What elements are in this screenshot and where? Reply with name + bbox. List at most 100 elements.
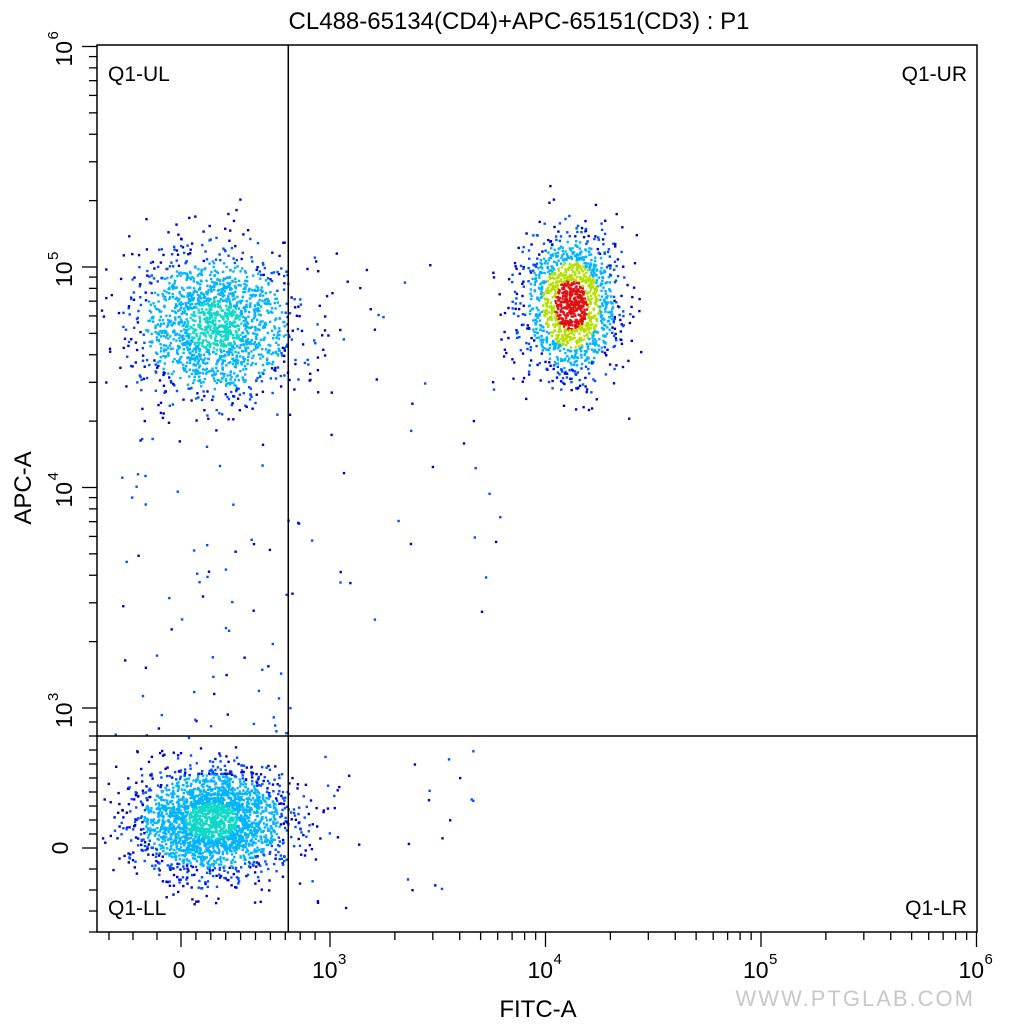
event-dot-245 — [177, 299, 180, 302]
event-dot-1560 — [208, 298, 211, 301]
event-dot-2031 — [595, 287, 598, 290]
event-dot-3520 — [200, 772, 203, 776]
event-dot-3430 — [240, 769, 244, 772]
event-dot-3764 — [283, 799, 286, 802]
event-dot-2023 — [549, 364, 552, 367]
event-dot-2691 — [545, 348, 549, 351]
event-dot-2014 — [552, 198, 556, 201]
event-dot-4269 — [171, 803, 174, 806]
event-dot-3054 — [564, 299, 568, 302]
event-dot-2779 — [547, 270, 550, 274]
event-dot-2734 — [556, 314, 559, 317]
event-dot-4690 — [235, 756, 239, 759]
event-dot-1646 — [161, 318, 164, 322]
event-dot-2780 — [558, 349, 562, 352]
event-dot-4662 — [205, 812, 208, 816]
event-dot-50 — [222, 277, 225, 280]
event-dot-4001 — [176, 865, 179, 869]
event-dot-2913 — [556, 304, 559, 307]
event-dot-4947 — [256, 806, 259, 809]
event-dot-1756 — [562, 347, 566, 351]
event-dot-2762 — [582, 313, 586, 317]
event-dot-3 — [132, 291, 136, 294]
event-dot-367 — [187, 297, 191, 301]
event-dot-674 — [267, 281, 270, 285]
event-dot-217 — [127, 344, 130, 348]
event-dot-1131 — [179, 330, 183, 333]
event-dot-1452 — [220, 325, 223, 328]
event-dot-1748 — [527, 326, 531, 330]
event-dot-2716 — [569, 318, 572, 322]
event-dot-2342 — [538, 299, 541, 302]
event-dot-4849 — [141, 803, 145, 807]
event-dot-3210 — [152, 820, 155, 823]
event-dot-1868 — [595, 269, 599, 272]
event-dot-868 — [138, 266, 141, 269]
event-dot-1634 — [162, 322, 165, 325]
event-dot-4937 — [149, 795, 152, 799]
event-dot-1255 — [145, 218, 148, 221]
event-dot-4464 — [303, 854, 307, 857]
event-dot-1357 — [241, 251, 244, 254]
event-dot-4841 — [255, 829, 259, 832]
event-dot-2863 — [580, 327, 584, 330]
event-dot-341 — [218, 278, 221, 282]
event-dot-1645 — [105, 296, 108, 300]
event-dot-1222 — [220, 363, 224, 366]
event-dot-1311 — [185, 313, 188, 316]
event-dot-2905 — [609, 300, 613, 304]
event-dot-3851 — [118, 802, 121, 806]
event-dot-3187 — [550, 272, 553, 275]
event-dot-547 — [254, 294, 258, 297]
event-dot-1286 — [211, 316, 214, 319]
event-dot-1570 — [208, 316, 212, 320]
event-dot-479 — [331, 292, 334, 295]
event-dot-213 — [173, 322, 176, 325]
event-dot-869 — [162, 344, 165, 347]
event-dot-368 — [204, 335, 207, 338]
event-dot-3653 — [252, 811, 256, 814]
event-dot-3200 — [262, 822, 266, 825]
event-dot-293 — [276, 289, 279, 292]
event-dot-2798 — [583, 335, 586, 338]
event-dot-650 — [172, 265, 175, 268]
event-dot-441 — [194, 314, 197, 317]
event-dot-3981 — [161, 835, 164, 839]
event-dot-4688 — [184, 801, 188, 805]
event-dot-328 — [167, 372, 170, 375]
event-dot-1039 — [259, 314, 262, 317]
event-dot-2535 — [546, 368, 549, 371]
event-dot-2089 — [555, 376, 559, 379]
chart-title: CL488-65134(CD4)+APC-65151(CD3) : P1 — [289, 8, 750, 35]
event-dot-1799 — [586, 336, 590, 339]
event-dot-2229 — [572, 328, 576, 332]
event-dot-1317 — [275, 317, 278, 320]
event-dot-2159 — [545, 341, 548, 344]
event-dot-424 — [244, 349, 248, 353]
event-dot-4057 — [128, 826, 131, 829]
event-dot-863 — [171, 347, 174, 350]
event-dot-4471 — [244, 818, 247, 821]
event-dot-2249 — [586, 295, 590, 298]
event-dot-1553 — [192, 369, 195, 372]
event-dot-4733 — [183, 867, 186, 870]
event-dot-300 — [209, 288, 213, 291]
event-dot-4955 — [123, 854, 126, 858]
event-dot-2 — [227, 254, 230, 257]
event-dot-754 — [229, 306, 233, 309]
event-dot-801 — [234, 307, 238, 311]
event-dot-1008 — [179, 271, 182, 274]
event-dot-4996 — [191, 846, 194, 849]
event-dot-2287 — [605, 303, 608, 306]
event-dot-3809 — [187, 805, 190, 808]
event-dot-4043 — [254, 882, 257, 885]
event-dot-886 — [251, 318, 254, 322]
event-dot-4824 — [185, 847, 188, 850]
event-dot-624 — [235, 330, 238, 334]
event-dot-4729 — [252, 791, 256, 795]
event-dot-821 — [279, 385, 283, 388]
event-dot-1203 — [189, 272, 192, 275]
event-dot-97 — [196, 274, 199, 277]
event-dot-1956 — [547, 332, 551, 335]
event-dot-950 — [199, 321, 202, 324]
